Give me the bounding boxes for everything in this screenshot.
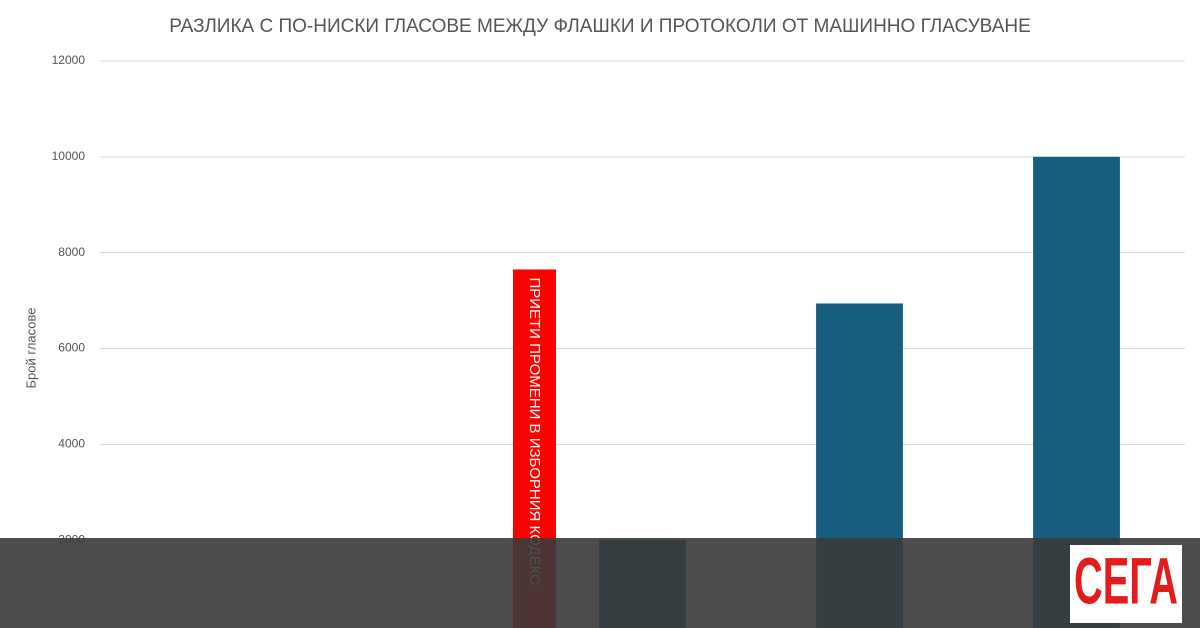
y-tick-label: 4000 [58,437,85,451]
logo-back [1070,545,1182,623]
y-tick-label: 8000 [58,245,85,259]
y-tick-label: 10000 [52,149,86,163]
chart-title: РАЗЛИКА С ПО-НИСКИ ГЛАСОВЕ МЕЖДУ ФЛАШКИ … [169,16,1031,37]
annotation-text: ПРИЕТИ ПРОМЕНИ В ИЗБОРНИЯ КОДЕКС [526,277,543,585]
logo: СЕГА [1074,543,1178,617]
overlay-band [0,538,1200,628]
y-tick-label: 6000 [58,341,85,355]
y-axis-label: Брой гласове [23,307,38,388]
y-tick-label: 12000 [52,53,86,67]
